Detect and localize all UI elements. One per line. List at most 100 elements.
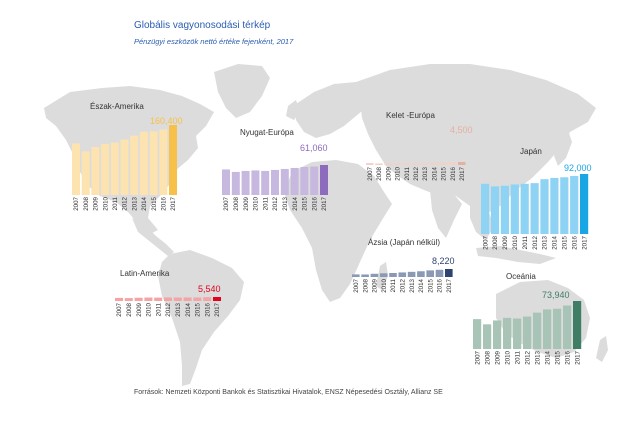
region-label: Kelet -Európa	[386, 111, 435, 120]
year-tick-label: 2009	[372, 278, 379, 292]
region-label: Észak-Amerika	[90, 102, 144, 111]
value-label: 4,500	[450, 125, 473, 135]
bar-2015	[560, 177, 569, 234]
bar-2009	[500, 185, 509, 234]
year-tick-label: 2017	[459, 166, 466, 180]
bar-2011	[110, 142, 119, 195]
bar-2016	[448, 162, 457, 165]
map-japan	[554, 130, 572, 166]
year-tick-label: 2007	[474, 350, 481, 364]
year-tick-label: 2012	[413, 166, 420, 180]
bar-2014	[290, 167, 299, 195]
bar-2008	[361, 274, 369, 277]
year-tick-label: 2012	[165, 302, 172, 316]
year-tick-label: 2009	[502, 235, 509, 249]
bar-2016	[159, 129, 168, 195]
page-subtitle: Pénzügyi eszközök nettó értéke fejenként…	[134, 37, 294, 46]
year-tick-label: 2015	[427, 278, 434, 292]
bar-2017	[445, 269, 453, 277]
year-tick-label: 2013	[409, 278, 416, 292]
value-label: 73,940	[542, 290, 570, 300]
year-tick-label: 2007	[482, 235, 489, 249]
bar-2014	[430, 162, 438, 165]
chart-6: 2007 2008 2009 2010 2011 2012 2013 2014 2015 2016…	[473, 272, 581, 365]
map-europe	[296, 82, 372, 138]
year-tick-label: 2007	[223, 196, 230, 210]
value-label: 8,220	[432, 256, 455, 266]
bar-2007	[72, 143, 80, 195]
bar-2015	[300, 166, 309, 195]
year-tick-label: 2017	[214, 302, 221, 316]
bar-2011	[261, 170, 270, 195]
bar-2011	[520, 183, 529, 234]
year-tick-label: 2008	[484, 350, 491, 364]
bar-2016	[563, 305, 572, 349]
bar-2007	[352, 274, 360, 277]
year-tick-label: 2014	[431, 166, 438, 180]
bar-2009	[91, 146, 100, 195]
year-tick-label: 2016	[311, 196, 318, 210]
year-tick-label: 2009	[93, 196, 100, 210]
bar-2012	[412, 162, 420, 165]
bar-2015	[193, 297, 202, 301]
bar-2017	[320, 165, 328, 195]
bar-2008	[375, 163, 383, 165]
map-indonesia	[476, 246, 556, 264]
bar-2015	[426, 270, 434, 277]
year-tick-label: 2017	[581, 235, 588, 249]
year-tick-label: 2011	[390, 278, 397, 292]
year-tick-label: 2007	[353, 278, 360, 292]
bar-2011	[154, 297, 163, 301]
year-tick-label: 2007	[367, 166, 374, 180]
year-tick-label: 2011	[522, 235, 529, 249]
year-tick-label: 2007	[116, 302, 123, 316]
bar-2017	[580, 174, 589, 234]
bar-2007	[473, 319, 482, 349]
chart-4: 2007 2008 2009 2010 2011 2012 2013 2014 2015 2016…	[352, 238, 455, 293]
year-tick-label: 2010	[504, 350, 511, 364]
bar-2010	[510, 184, 519, 234]
bar-2012	[271, 169, 279, 195]
year-tick-label: 2012	[400, 278, 407, 292]
year-tick-label: 2016	[437, 278, 444, 292]
chart-5: 2007 2008 2009 2010 2011 2012 2013 2014 2015 2016…	[115, 269, 221, 317]
bar-2007	[115, 297, 123, 301]
year-tick-label: 2011	[514, 350, 521, 364]
bar-2009	[493, 320, 502, 349]
year-tick-label: 2017	[321, 196, 328, 210]
bar-2008	[490, 186, 500, 234]
map-greenland	[214, 64, 270, 118]
map-new-zealand	[596, 336, 608, 362]
region-label: Latin-Amerika	[120, 269, 170, 278]
year-tick-label: 2016	[564, 350, 571, 364]
map-south-america	[158, 250, 244, 386]
bar-2010	[251, 170, 260, 195]
year-tick-label: 2013	[282, 196, 289, 210]
bar-2015	[439, 162, 448, 165]
year-tick-label: 2016	[571, 235, 578, 249]
year-tick-label: 2011	[112, 196, 119, 210]
bar-2017	[573, 301, 582, 349]
bar-2008	[483, 324, 492, 349]
bar-2013	[130, 135, 139, 195]
year-tick-label: 2014	[544, 350, 551, 364]
bar-2010	[503, 317, 512, 349]
map-uk	[286, 100, 300, 120]
bar-2016	[435, 269, 444, 277]
year-tick-label: 2012	[532, 235, 539, 249]
year-tick-label: 2017	[170, 196, 177, 210]
bar-2011	[402, 163, 411, 165]
bar-2007	[366, 163, 374, 165]
region-label: Japán	[520, 147, 542, 156]
bar-2013	[280, 168, 289, 195]
bar-2007	[222, 169, 230, 195]
bar-2011	[513, 318, 522, 349]
value-label: 160,400	[150, 116, 183, 126]
year-tick-label: 2017	[446, 278, 453, 292]
year-tick-label: 2017	[574, 350, 581, 364]
chart-2: 2007 2008 2009 2010 2011 2012 2013 2014 2015 2016…	[366, 111, 473, 181]
map-asia	[356, 64, 596, 214]
year-tick-label: 2013	[534, 350, 541, 364]
